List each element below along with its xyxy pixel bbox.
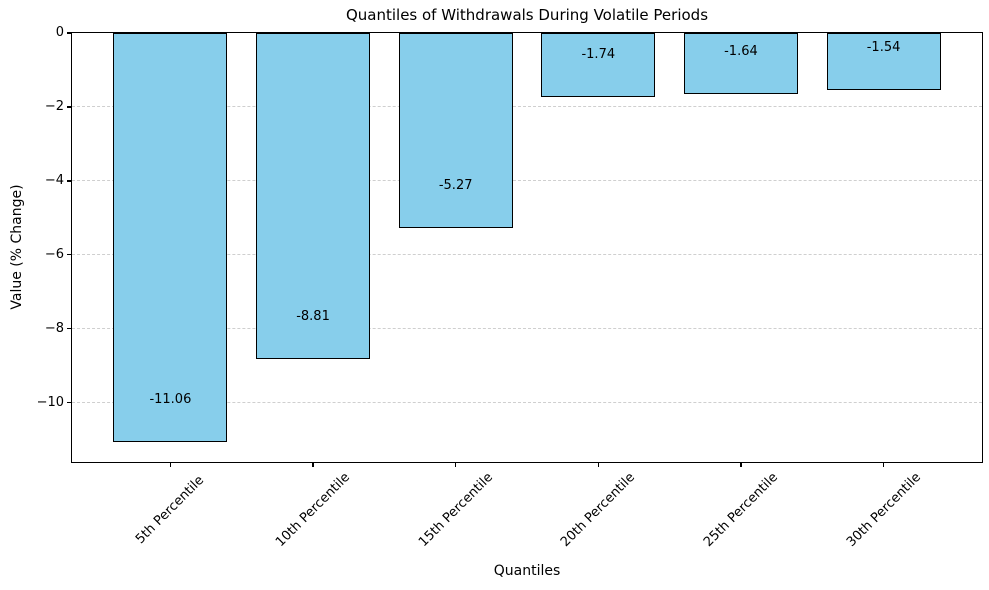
y-tick-mark bbox=[67, 32, 72, 34]
y-tick-label: 0 bbox=[55, 25, 64, 40]
x-tick-mark bbox=[882, 462, 885, 467]
bar bbox=[541, 33, 656, 98]
x-tick-mark bbox=[597, 462, 600, 467]
bar bbox=[255, 33, 371, 359]
x-tick-label: 5th Percentile bbox=[133, 472, 208, 548]
y-gridline bbox=[72, 180, 982, 182]
bar-value-label: -1.74 bbox=[581, 47, 616, 63]
y-tick-mark bbox=[67, 180, 72, 182]
y-gridline bbox=[72, 254, 982, 256]
x-tick-mark bbox=[740, 462, 742, 467]
y-tick-label: −6 bbox=[44, 246, 64, 262]
y-tick-label: −8 bbox=[44, 320, 64, 336]
x-tick-label: 30th Percentile bbox=[843, 469, 924, 551]
bar-value-label: -1.54 bbox=[866, 39, 901, 55]
y-gridline bbox=[72, 106, 982, 108]
x-tick-label: 25th Percentile bbox=[700, 469, 781, 551]
bar-value-label: -8.81 bbox=[296, 308, 330, 324]
y-tick-label: −4 bbox=[44, 172, 64, 188]
x-tick-label: 15th Percentile bbox=[415, 469, 496, 551]
x-tick-label: 20th Percentile bbox=[558, 469, 639, 551]
y-tick-mark bbox=[67, 401, 72, 404]
bar bbox=[826, 33, 941, 90]
x-tick-mark bbox=[169, 462, 172, 467]
y-tick-label: −10 bbox=[36, 394, 64, 410]
bar bbox=[683, 33, 798, 94]
chart-title: Quantiles of Withdrawals During Volatile… bbox=[345, 6, 709, 24]
y-gridline bbox=[72, 328, 982, 330]
y-gridline bbox=[72, 402, 982, 403]
y-tick-mark bbox=[67, 253, 72, 256]
y-tick-mark bbox=[67, 327, 72, 330]
bar-value-label: -1.64 bbox=[724, 43, 758, 59]
bar bbox=[113, 33, 228, 442]
x-tick-label: 10th Percentile bbox=[273, 469, 354, 551]
x-axis-label: Quantiles bbox=[493, 563, 561, 579]
y-tick-label: −2 bbox=[44, 98, 64, 114]
x-tick-mark bbox=[312, 462, 314, 467]
x-tick-mark bbox=[454, 462, 457, 467]
bar-value-label: -11.06 bbox=[149, 391, 192, 407]
bar bbox=[398, 33, 513, 228]
bar-value-label: -5.27 bbox=[438, 177, 473, 193]
y-tick-mark bbox=[67, 106, 72, 108]
